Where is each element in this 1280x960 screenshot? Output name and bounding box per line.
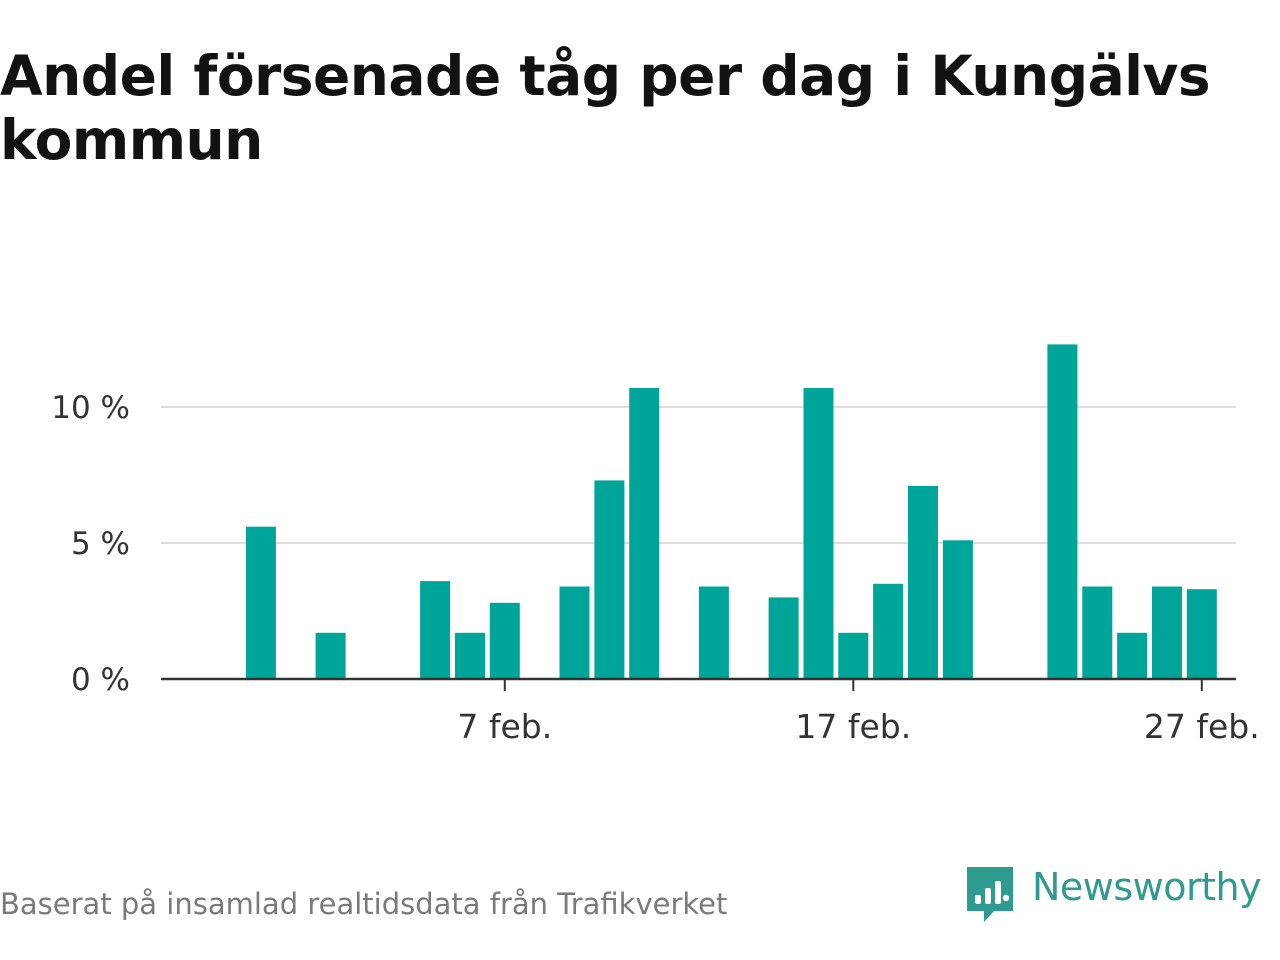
y-tick-label: 10 % [51,390,130,426]
source-note: Baserat på insamlad realtidsdata från Tr… [0,887,728,921]
bar [803,388,834,679]
bar [629,388,660,679]
bar [489,602,520,679]
chart-title: Andel försenade tåg per dag i Kungälvs k… [0,44,1211,172]
bar [942,540,973,679]
bar [768,597,799,679]
bar [315,632,346,679]
bar [1047,344,1078,679]
newsworthy-chart-bubble-icon [967,867,1013,922]
bar [1117,632,1148,679]
brand[interactable]: Newsworthy [964,864,1262,928]
y-tick-label: 5 % [71,526,130,562]
bar [559,586,590,679]
bar [698,586,729,679]
bar [908,485,938,679]
brand-name: Newsworthy [1032,865,1262,909]
bar [455,632,485,679]
y-axis-tick-labels: 0 % 5 % 10 % [51,390,130,698]
bars [245,344,1217,679]
x-tick-label: 27 feb. [1144,707,1260,746]
x-axis-tick-labels: 7 feb. 17 feb. 27 feb. [457,707,1259,746]
bar [1152,586,1182,679]
x-axis-ticks [503,679,1203,691]
bar [1186,589,1217,679]
x-tick-label: 17 feb. [795,707,911,746]
bar [873,583,904,679]
x-tick-label: 7 feb. [457,707,552,746]
bar [245,526,276,679]
bar [1082,586,1113,679]
bar [838,632,869,679]
y-tick-label: 0 % [71,662,130,698]
bar [420,581,451,679]
bar [594,480,625,679]
